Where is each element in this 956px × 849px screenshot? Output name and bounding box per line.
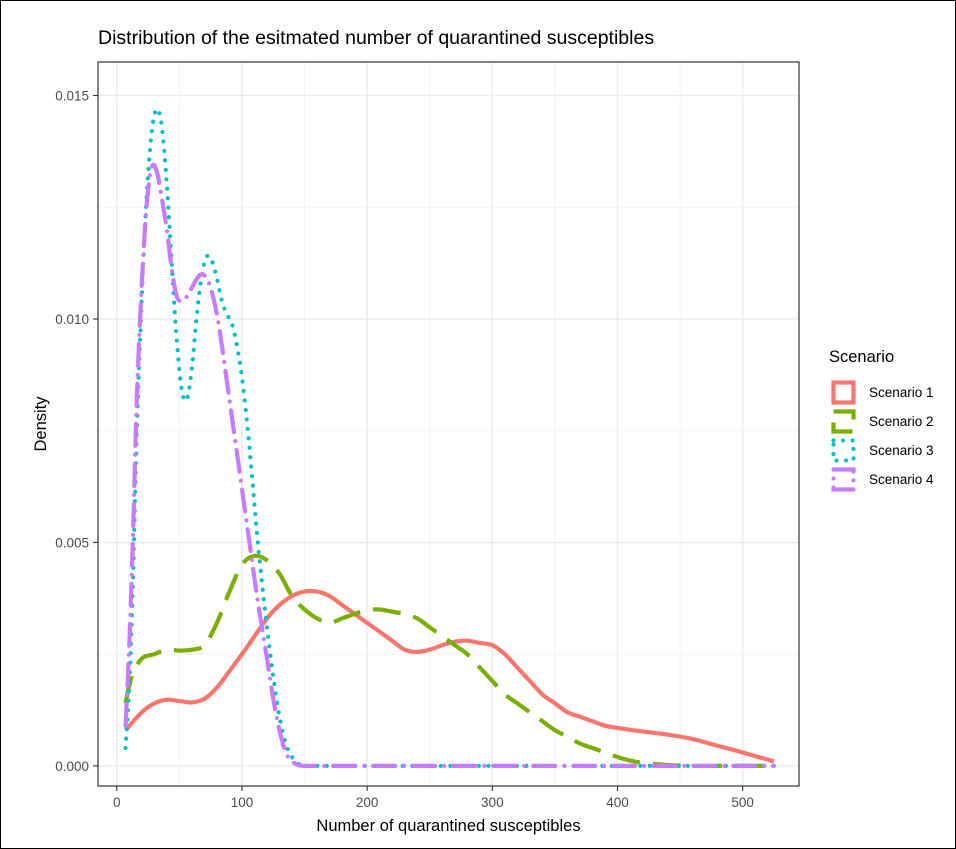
- grid-major: [98, 62, 799, 786]
- x-tick-label: 0: [113, 795, 121, 810]
- legend-items: Scenario 1 Scenario 2 Scenario 3 Scenario 4: [829, 378, 934, 494]
- x-tick-label: 200: [356, 795, 379, 810]
- legend-label-scenario-3: Scenario 3: [869, 443, 934, 458]
- x-tick-label: 500: [731, 795, 754, 810]
- y-tick-label: 0.010: [55, 312, 89, 327]
- series-line-scenario-2: [123, 553, 774, 769]
- y-axis-label: Density: [32, 396, 50, 452]
- chart-title: Distribution of the esitmated number of …: [98, 27, 654, 49]
- y-axis: 0.000 0.005 0.010 0.015: [55, 89, 98, 774]
- legend-key-scenario-4: [831, 467, 856, 492]
- plot-area: [97, 61, 800, 787]
- y-tick-label: 0.015: [55, 89, 89, 104]
- legend-title: Scenario: [829, 348, 894, 366]
- legend-key-scenario-3: [831, 438, 856, 463]
- x-axis: 0 100 200 300 400 500: [113, 786, 754, 810]
- legend-label-scenario-4: Scenario 4: [869, 472, 934, 487]
- y-tick-label: 0.000: [55, 759, 89, 774]
- grid-minor: [98, 62, 799, 786]
- legend-label-scenario-2: Scenario 2: [869, 414, 934, 429]
- legend-key-scenario-2: [831, 409, 856, 434]
- x-tick-label: 300: [481, 795, 504, 810]
- plot-border: [97, 61, 800, 787]
- series-line-scenario-4: [123, 162, 777, 769]
- series-layer: [123, 106, 777, 769]
- legend-label-scenario-1: Scenario 1: [869, 385, 934, 400]
- legend-key-scenario-1: [831, 380, 856, 405]
- plot-panel: [98, 62, 799, 786]
- y-tick-label: 0.005: [55, 535, 89, 550]
- x-axis-label: Number of quarantined susceptibles: [316, 817, 580, 835]
- x-tick-label: 100: [231, 795, 254, 810]
- series-line-scenario-1: [123, 588, 775, 764]
- x-tick-label: 400: [606, 795, 629, 810]
